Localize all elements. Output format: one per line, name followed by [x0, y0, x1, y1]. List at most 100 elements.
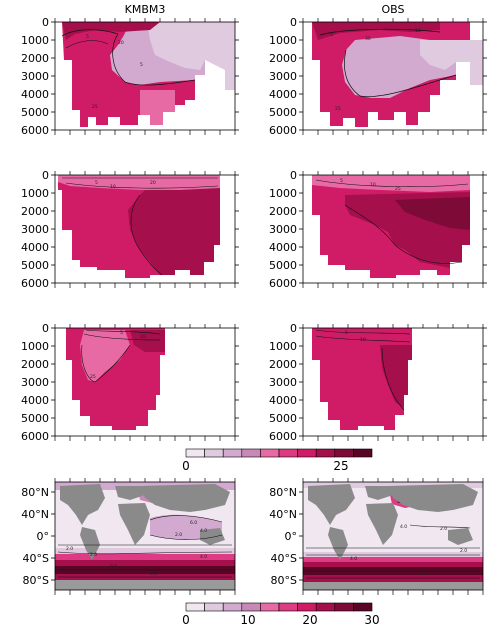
- depth-tick-label: 6000: [21, 277, 49, 290]
- depth-tick-label: 1000: [21, 34, 49, 47]
- colorbar-sections: 0 25: [182, 448, 373, 473]
- depth-tick-label: 5000: [21, 106, 49, 119]
- colorbar-swatch: [278, 602, 298, 612]
- depth-tick-label: 3000: [21, 70, 49, 83]
- lat-tick-label: 0°: [37, 530, 50, 543]
- depth-tick-label: 2000: [269, 52, 297, 65]
- depth-tick-label: 4000: [21, 394, 49, 407]
- colorbar-swatch: [185, 448, 205, 458]
- section-panel-row1-right: 5 10 30 25: [312, 22, 483, 127]
- contour-label: 2.0: [175, 532, 182, 538]
- contour-label: 2.0: [440, 526, 447, 532]
- depth-tick-label: 0: [290, 322, 297, 335]
- contour-label: 5: [330, 32, 333, 38]
- section-panel-row2-right: 5 10 25: [312, 175, 470, 278]
- depth-tick-label: 3000: [269, 376, 297, 389]
- sec2l-deep: [128, 185, 220, 275]
- section-panel-row3-left: 25 5 10: [66, 328, 165, 430]
- depth-tick-label: 2000: [21, 205, 49, 218]
- depth-tick-label: 5000: [269, 106, 297, 119]
- colorbar-swatch: [353, 602, 373, 612]
- depth-tick-label: 1000: [269, 34, 297, 47]
- contour-label: 10: [370, 182, 376, 188]
- sec2r-top: [312, 175, 470, 192]
- colorbar-swatch: [278, 448, 298, 458]
- depth-tick-label: 0: [42, 16, 49, 29]
- colorbar-tick-label: 20: [302, 613, 317, 627]
- colorbar-swatch: [222, 448, 243, 458]
- contour-label: 20: [150, 180, 156, 186]
- depth-tick-label: 1000: [269, 187, 297, 200]
- depth-tick-label: 4000: [269, 394, 297, 407]
- sec3l-deep: [130, 330, 165, 352]
- depth-tick-label: 6000: [21, 124, 49, 137]
- contour-label: 20: [118, 40, 124, 46]
- colorbar-tick-label: 30: [364, 613, 379, 627]
- section-panel-row3-right: 5 10: [312, 328, 412, 430]
- sec3r-deep: [380, 345, 412, 408]
- colorbar-swatch: [185, 602, 205, 612]
- depth-tick-label: 6000: [269, 277, 297, 290]
- depth-tick-label: 6000: [21, 430, 49, 443]
- depth-tick-label: 3000: [21, 223, 49, 236]
- depth-tick-label: 2000: [21, 52, 49, 65]
- depth-tick-label: 4000: [269, 88, 297, 101]
- depth-tick-label: 0: [290, 169, 297, 182]
- contour-label: 6.0: [190, 520, 197, 526]
- section-panel-row2-left: 5 10 20: [58, 175, 220, 278]
- lat-tick-label: 80°N: [269, 486, 297, 499]
- colorbar-swatch: [204, 602, 224, 612]
- colorbar-swatch: [260, 602, 280, 612]
- colorbar-tick-label: 10: [240, 613, 255, 627]
- depth-tick-label: 2000: [269, 205, 297, 218]
- depth-tick-label: 5000: [269, 259, 297, 272]
- colorbar-swatch: [241, 602, 261, 612]
- colorbar-swatch: [297, 602, 317, 612]
- depth-tick-label: 0: [290, 16, 297, 29]
- colorbar-tick-label: 0: [182, 459, 190, 473]
- colorbar-swatch: [241, 448, 261, 458]
- contour-label: 4.0: [400, 524, 407, 530]
- depth-tick-label: 1000: [21, 340, 49, 353]
- lat-tick-label: 40°N: [269, 508, 297, 521]
- contour-label: 10: [140, 334, 146, 340]
- lat-tick-label: 40°S: [23, 552, 49, 565]
- contour-label: 2.0: [66, 546, 73, 552]
- contour-label: 6.0: [150, 571, 157, 577]
- depth-tick-label: 2000: [21, 358, 49, 371]
- contour-label: 4.0: [350, 556, 357, 562]
- colorbar-swatch: [297, 448, 317, 458]
- contour-label: 5: [120, 330, 123, 336]
- contour-label: 10: [110, 184, 116, 190]
- colorbar-swatch: [334, 448, 354, 458]
- contour-label: 25: [395, 186, 401, 192]
- depth-tick-label: 5000: [269, 412, 297, 425]
- depth-tick-label: 2000: [269, 358, 297, 371]
- lat-tick-label: 40°N: [21, 508, 49, 521]
- depth-tick-label: 5000: [21, 412, 49, 425]
- contour-label: 10: [360, 337, 366, 343]
- depth-tick-label: 6000: [269, 430, 297, 443]
- lat-tick-label: 80°N: [21, 486, 49, 499]
- sec1l-pink: [140, 90, 175, 125]
- lat-tick-label: 40°S: [271, 552, 297, 565]
- map-panel-right: 4.0 2.0 4.0 6.0 2.0: [303, 482, 483, 590]
- depth-tick-label: 4000: [21, 241, 49, 254]
- sec1l-light: [145, 22, 235, 90]
- colorbar-tick-label: 0: [182, 613, 190, 627]
- depth-tick-label: 3000: [269, 70, 297, 83]
- contour-label: 25: [335, 106, 341, 112]
- column-title-right: OBS: [382, 3, 405, 16]
- contour-label: 4.0: [200, 554, 207, 560]
- sec1l-deep: [62, 22, 160, 40]
- depth-tick-label: 5000: [21, 259, 49, 272]
- depth-tick-label: 4000: [269, 241, 297, 254]
- contour-label: 6.0: [420, 571, 427, 577]
- colorbar-swatch: [315, 448, 336, 458]
- contour-label: 4.0: [200, 528, 207, 534]
- depth-tick-label: 0: [42, 169, 49, 182]
- map-panel-left: 2.0 6.0 4.0 2.0 8.0 6.0 4.0 2.0: [55, 482, 235, 590]
- sec3l-pink: [80, 330, 130, 382]
- colorbar-swatch: [204, 448, 224, 458]
